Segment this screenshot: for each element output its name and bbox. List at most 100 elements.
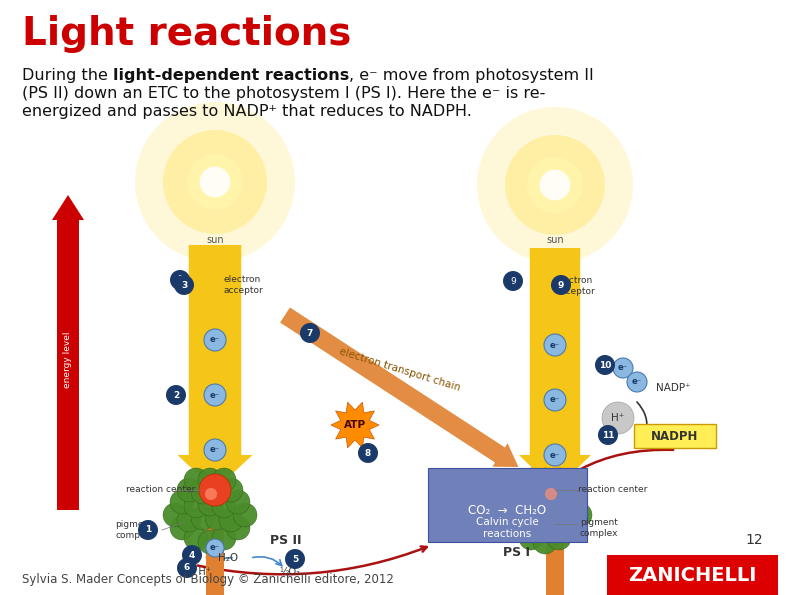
- Circle shape: [226, 516, 250, 540]
- FancyBboxPatch shape: [428, 468, 587, 542]
- Circle shape: [285, 549, 305, 569]
- Text: PS II: PS II: [270, 534, 302, 546]
- Circle shape: [547, 494, 571, 518]
- Text: ATP: ATP: [344, 420, 366, 430]
- Circle shape: [198, 468, 222, 492]
- Circle shape: [512, 478, 536, 502]
- Text: electron
acceptor: electron acceptor: [223, 275, 263, 295]
- Circle shape: [182, 545, 202, 565]
- Text: electron transport chain: electron transport chain: [338, 347, 462, 393]
- Circle shape: [166, 385, 186, 405]
- Circle shape: [533, 530, 557, 554]
- Circle shape: [568, 503, 592, 527]
- Polygon shape: [519, 248, 591, 490]
- Circle shape: [498, 503, 522, 527]
- Circle shape: [205, 480, 229, 504]
- Text: e⁻: e⁻: [210, 446, 220, 455]
- Circle shape: [527, 157, 583, 213]
- Circle shape: [503, 271, 523, 291]
- Circle shape: [177, 508, 201, 532]
- Circle shape: [545, 488, 557, 500]
- Circle shape: [177, 558, 197, 578]
- Circle shape: [170, 270, 190, 290]
- Polygon shape: [331, 402, 379, 448]
- Circle shape: [512, 508, 536, 532]
- Text: e⁻: e⁻: [618, 364, 628, 372]
- Text: 10: 10: [599, 361, 611, 369]
- Circle shape: [135, 102, 295, 262]
- Circle shape: [358, 443, 378, 463]
- Circle shape: [561, 516, 585, 540]
- Circle shape: [533, 468, 557, 492]
- Text: 7: 7: [306, 328, 313, 337]
- Text: light-dependent reactions: light-dependent reactions: [113, 68, 349, 83]
- Circle shape: [174, 275, 194, 295]
- FancyArrow shape: [52, 195, 84, 510]
- Circle shape: [544, 444, 566, 466]
- Circle shape: [138, 520, 158, 540]
- Text: 6: 6: [184, 563, 190, 572]
- Circle shape: [505, 490, 529, 514]
- Text: NADPH: NADPH: [651, 430, 699, 443]
- Circle shape: [477, 107, 633, 263]
- Circle shape: [505, 516, 529, 540]
- Circle shape: [163, 503, 187, 527]
- FancyBboxPatch shape: [634, 424, 716, 448]
- FancyArrow shape: [202, 470, 228, 595]
- Text: e⁻: e⁻: [210, 390, 220, 399]
- Text: 3: 3: [181, 280, 187, 290]
- Polygon shape: [178, 245, 252, 490]
- Circle shape: [163, 130, 267, 234]
- Text: e⁻: e⁻: [210, 336, 220, 345]
- Circle shape: [205, 488, 217, 500]
- Text: e⁻: e⁻: [632, 377, 642, 387]
- Circle shape: [212, 494, 236, 518]
- Circle shape: [554, 478, 578, 502]
- Text: (PS II) down an ETC to the photosystem I (PS I). Here the e⁻ is re-: (PS II) down an ETC to the photosystem I…: [22, 86, 545, 101]
- Text: NADP⁺: NADP⁺: [656, 383, 691, 393]
- Text: e⁻: e⁻: [210, 543, 220, 553]
- Circle shape: [233, 503, 257, 527]
- Text: 1: 1: [145, 525, 151, 534]
- Circle shape: [539, 474, 571, 506]
- Circle shape: [505, 135, 605, 235]
- Circle shape: [598, 425, 618, 445]
- Circle shape: [613, 358, 633, 378]
- Circle shape: [627, 372, 647, 392]
- Circle shape: [526, 480, 550, 504]
- Text: e⁻: e⁻: [550, 396, 560, 405]
- Text: H₂O: H₂O: [218, 553, 238, 563]
- Text: energy level: energy level: [64, 332, 72, 389]
- Circle shape: [199, 167, 230, 198]
- Circle shape: [554, 508, 578, 532]
- Circle shape: [187, 154, 243, 210]
- Text: e⁻: e⁻: [550, 340, 560, 349]
- Text: 8: 8: [365, 449, 371, 458]
- Text: 9: 9: [558, 280, 565, 290]
- Circle shape: [212, 468, 236, 492]
- Circle shape: [184, 526, 208, 550]
- Text: Light reactions: Light reactions: [22, 15, 352, 53]
- Circle shape: [544, 334, 566, 356]
- Circle shape: [561, 490, 585, 514]
- Text: pigment
complex: pigment complex: [580, 518, 619, 538]
- Text: Calvin cycle
reactions: Calvin cycle reactions: [476, 517, 538, 539]
- Text: 12: 12: [746, 533, 763, 547]
- Circle shape: [519, 468, 543, 492]
- Text: sun: sun: [206, 235, 224, 245]
- Circle shape: [526, 506, 550, 530]
- Circle shape: [199, 474, 231, 506]
- Text: 9: 9: [510, 277, 516, 286]
- Text: electron
acceptor: electron acceptor: [556, 276, 596, 296]
- Text: energized and passes to NADP⁺ that reduces to NADPH.: energized and passes to NADP⁺ that reduc…: [22, 104, 472, 119]
- Text: 3: 3: [177, 275, 183, 284]
- Circle shape: [198, 530, 222, 554]
- Circle shape: [191, 480, 215, 504]
- Polygon shape: [205, 545, 225, 558]
- Text: During the: During the: [22, 68, 113, 83]
- Circle shape: [191, 506, 215, 530]
- Text: Sylvia S. Mader Concepts of Biology © Zanichelli editore, 2012: Sylvia S. Mader Concepts of Biology © Za…: [22, 574, 394, 587]
- Circle shape: [205, 506, 229, 530]
- Circle shape: [602, 402, 634, 434]
- FancyBboxPatch shape: [607, 555, 778, 595]
